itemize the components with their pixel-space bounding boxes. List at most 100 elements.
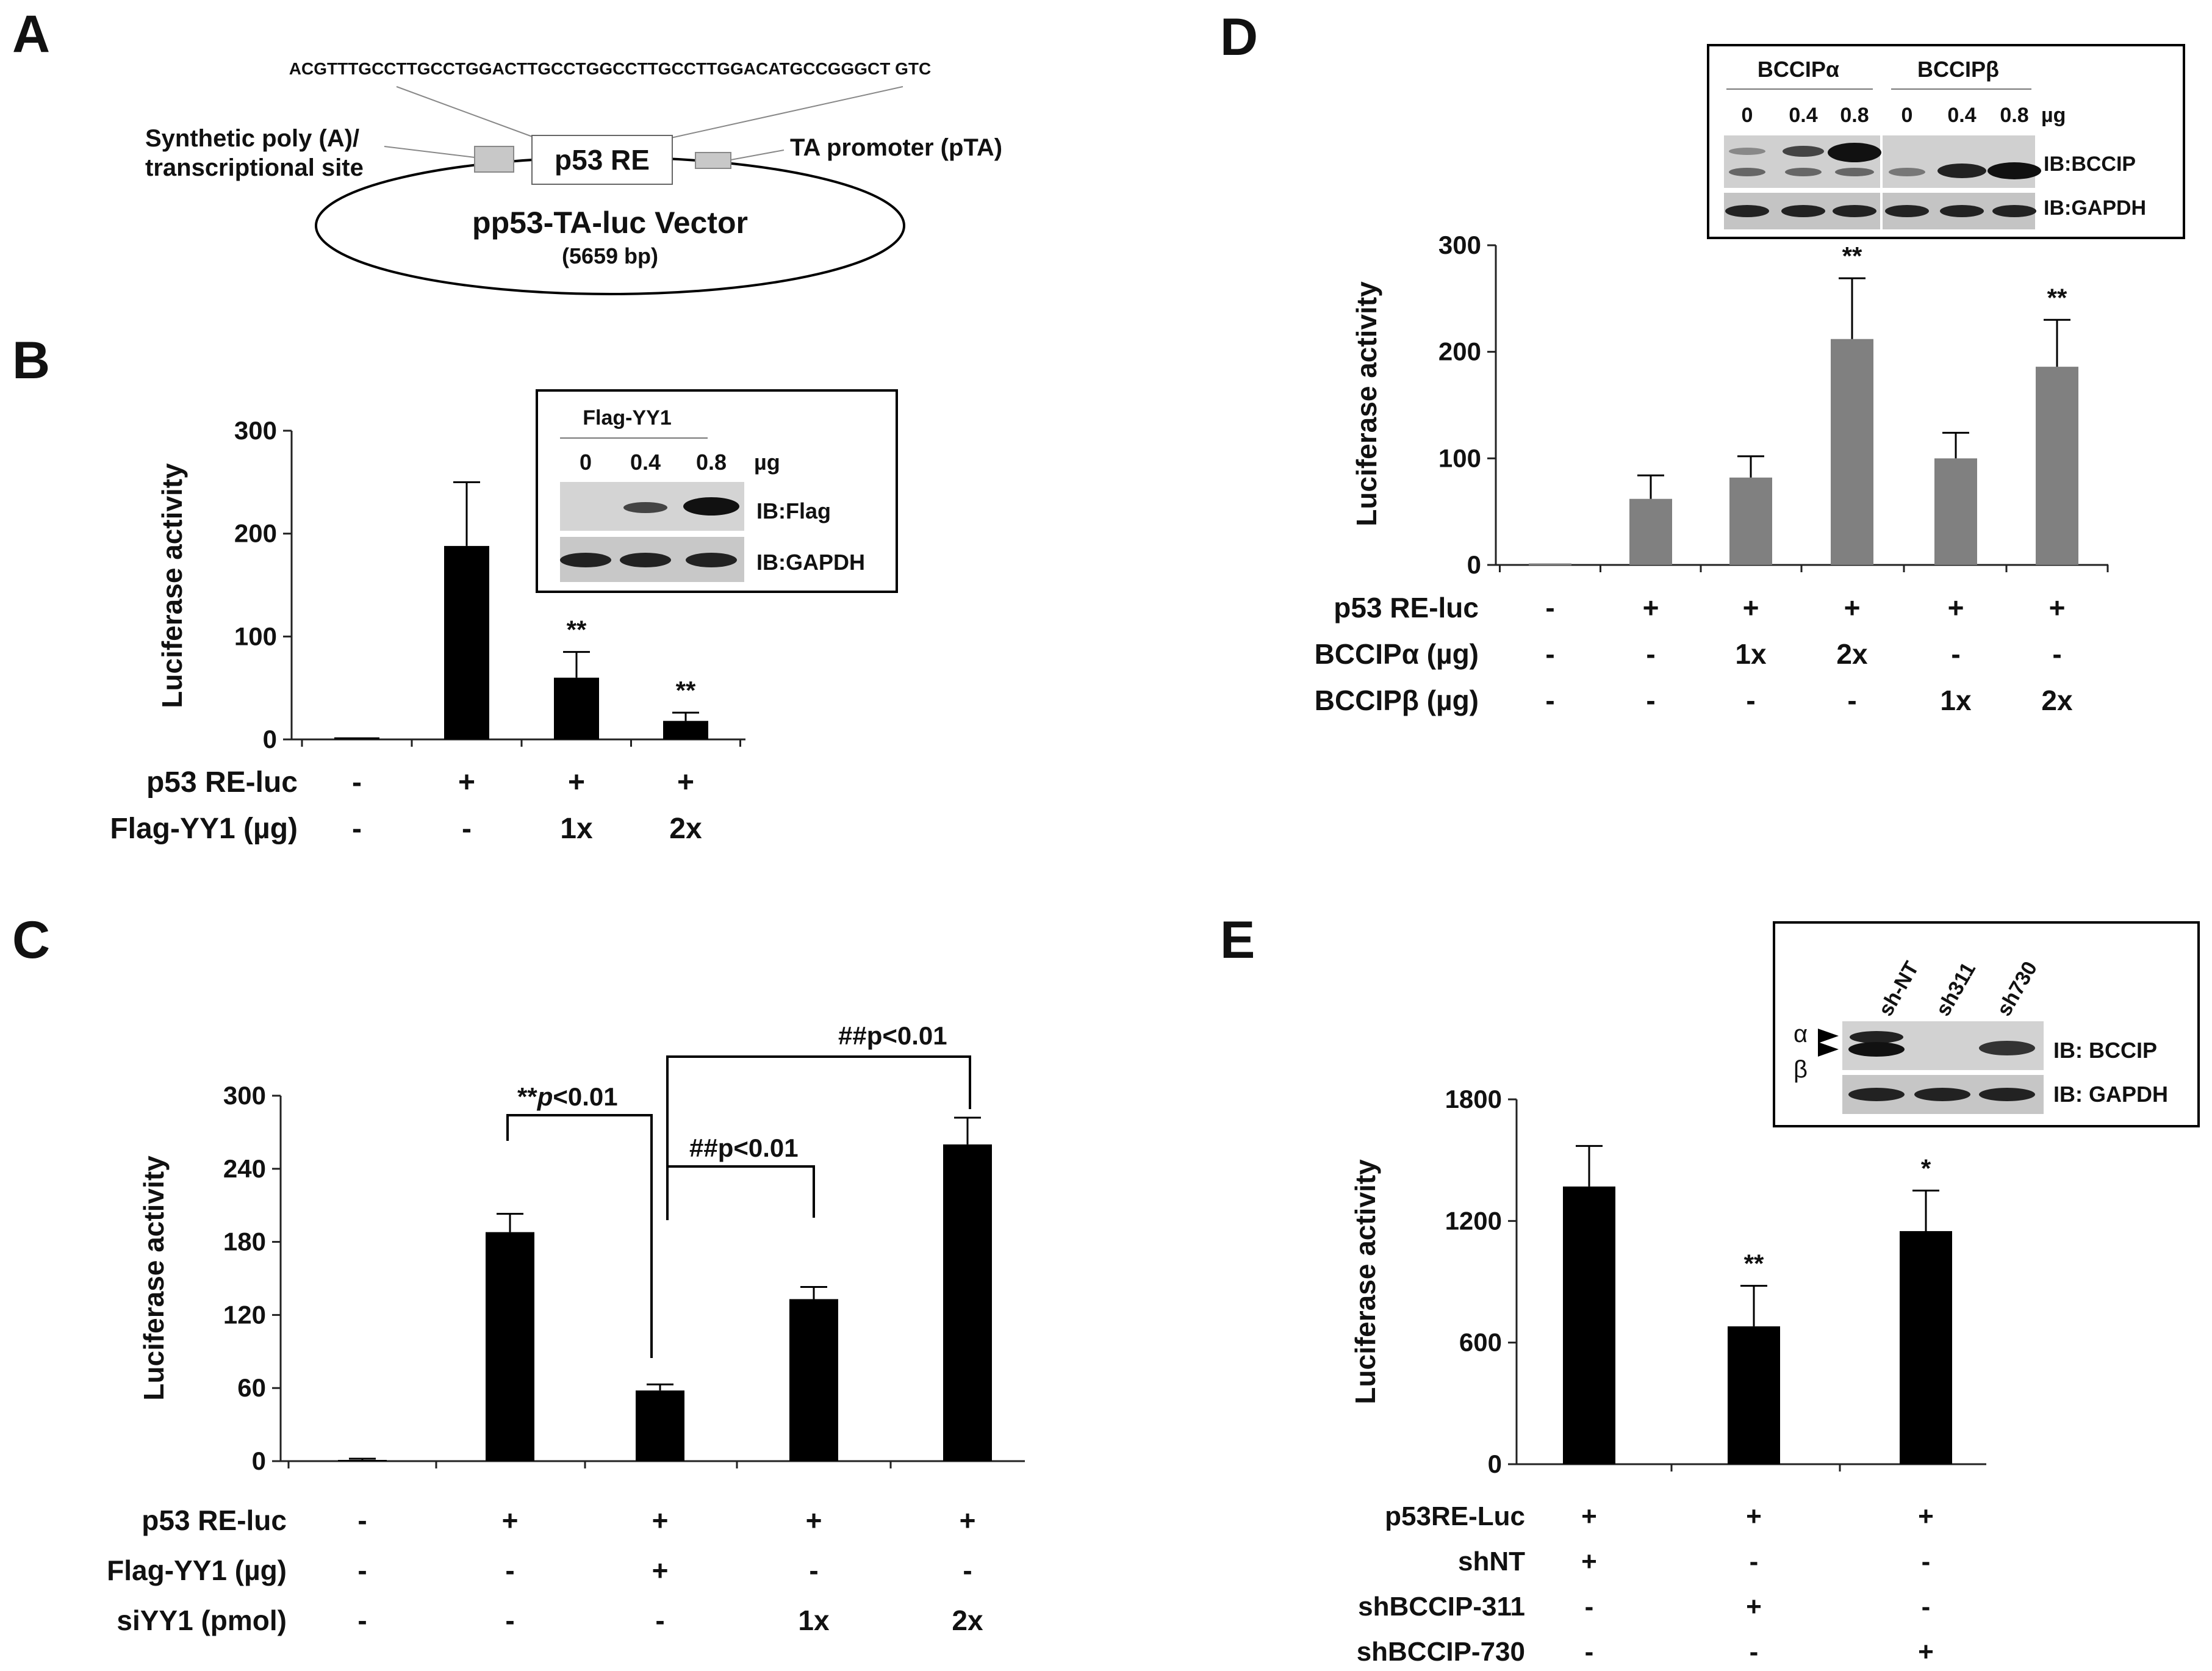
- chart-c-ytick-label-3: 180: [223, 1227, 266, 1256]
- ta-promoter-box: [695, 152, 731, 169]
- panel-b-inset: Flag-YY1 0 0.4 0.8 µg IB:Flag IB:GAPDH: [536, 389, 898, 593]
- bracket-3-prefix: ##: [838, 1021, 867, 1050]
- chart-c-bar-3: [789, 1299, 838, 1461]
- gapdh-e-band-1: [1914, 1088, 1970, 1101]
- condE-cell-2-0: -: [1585, 1592, 1594, 1622]
- chart-c-bar-1: [486, 1232, 534, 1461]
- chart-e-bar-1: [1728, 1326, 1780, 1464]
- inset-b-title: Flag-YY1: [583, 406, 671, 429]
- chart-b-bar-0: [334, 737, 379, 739]
- ta-promoter-leader: [730, 149, 785, 160]
- bccip-band-a-2: [1828, 143, 1881, 162]
- bccip-band-b-1: [1785, 168, 1822, 176]
- chart-b-bar-1: [444, 545, 489, 739]
- condD-row-label-0: p53 RE-luc: [1334, 592, 1479, 623]
- bracket-2: [666, 1165, 815, 1220]
- condC-cell-1-4: -: [963, 1554, 972, 1586]
- condE-cell-3-0: -: [1585, 1637, 1594, 1667]
- blot-gapdh-band-1: [620, 553, 671, 567]
- chart-e-ytick-label-1: 600: [1459, 1328, 1502, 1357]
- bracket-1: [506, 1114, 653, 1358]
- condC-cell-2-4: 2x: [952, 1605, 983, 1636]
- inset-b-blot-1: IB:GAPDH: [756, 550, 865, 575]
- condC-cell-0-0: -: [357, 1504, 367, 1536]
- blot-gapdh-band-2: [686, 553, 737, 567]
- gapdh-d-band-2: [1833, 205, 1876, 217]
- blot-flag-band-1: [623, 502, 667, 513]
- chart-d-bar-1: [1629, 498, 1672, 565]
- condE-cell-1-0: +: [1581, 1547, 1597, 1576]
- panel-letter-c: C: [12, 911, 50, 969]
- ta-promoter-label: TA promoter (pTA): [790, 134, 1002, 161]
- condD-cell-0-5: +: [2049, 592, 2066, 623]
- condE-row-label-1: shNT: [1458, 1547, 1525, 1576]
- condE-cell-0-1: +: [1746, 1501, 1762, 1531]
- bccip-e-band-b-2: [1979, 1041, 2035, 1055]
- poly-a-label-line2: transcriptional site: [145, 154, 364, 181]
- condD-cell-2-4: 1x: [1940, 685, 1972, 716]
- inset-d-dose-5: 0.8: [2000, 104, 2028, 127]
- inset-d-group-0: BCCIPα: [1758, 57, 1839, 82]
- chart-c-ytick-label-5: 300: [223, 1081, 266, 1110]
- inset-b-dose-1: 0.4: [630, 450, 661, 475]
- condE-cell-0-2: +: [1918, 1501, 1934, 1531]
- chart-c-ytick-label-2: 120: [223, 1300, 266, 1329]
- poly-a-site-box: [474, 146, 514, 173]
- chart-c-ytick-label-4: 240: [223, 1154, 266, 1183]
- chart-d-annotation-3: **: [1842, 242, 1862, 270]
- inset-d-dose-0: 0: [1742, 104, 1753, 127]
- condC-cell-0-4: +: [960, 1504, 976, 1536]
- bccip-band-b-5: [1988, 162, 2041, 179]
- condE-cell-0-0: +: [1581, 1501, 1597, 1531]
- condD-cell-2-3: -: [1847, 685, 1856, 716]
- chart-c-ytick-label-1: 60: [237, 1373, 266, 1402]
- bracket-1-prefix: **: [517, 1082, 537, 1111]
- chart-b-bar-2: [554, 677, 599, 739]
- chart-d-ytick-label-3: 300: [1438, 231, 1481, 259]
- chart-c-ytick-label-0: 0: [252, 1446, 266, 1475]
- condC-cell-2-1: -: [505, 1605, 514, 1636]
- poly-a-label-line1: Synthetic poly (A)/: [145, 125, 359, 152]
- panel-c-chart: 0 60 120 180 240 300 Luciferase activity: [138, 1081, 1025, 1475]
- sequence-callout-right: [670, 86, 903, 138]
- chart-c-ylabel: Luciferase activity: [138, 1155, 170, 1401]
- blot-gapdh-d-strip: [1724, 193, 2035, 229]
- sequence-callout-left: [396, 86, 536, 138]
- condE-row-label-0: p53RE-Luc: [1385, 1501, 1525, 1531]
- chart-d-bar-4: [1934, 458, 1977, 565]
- inset-b-dose-2: 0.8: [696, 450, 727, 475]
- condD-cell-2-2: -: [1746, 685, 1755, 716]
- chart-e-ytick-label-3: 1800: [1445, 1085, 1502, 1113]
- chart-d-ytick-label-2: 200: [1438, 337, 1481, 366]
- condB-cell-1-2: 1x: [560, 813, 593, 845]
- condD-cell-0-3: +: [1844, 592, 1861, 623]
- condD-cell-1-0: -: [1545, 638, 1554, 670]
- bracket-1-label: **p<0.01: [517, 1082, 618, 1111]
- condB-cell-1-0: -: [352, 813, 362, 845]
- chart-c-bar-4: [943, 1144, 992, 1461]
- chart-b-annotation-3: **: [676, 676, 696, 705]
- bracket-2-suffix: p<0.01: [718, 1134, 799, 1162]
- chart-c-bar-2: [636, 1390, 684, 1461]
- gapdh-d-band-1: [1781, 205, 1825, 217]
- inset-d-unit: µg: [2041, 104, 2066, 127]
- panel-b-conditions: p53 RE-luc - + + + Flag-YY1 (µg) - - 1x 2x: [110, 766, 702, 845]
- blot-flag-band-2: [683, 497, 739, 516]
- chart-e-annotation-1: **: [1744, 1249, 1764, 1278]
- condC-row-label-1: Flag-YY1 (µg): [107, 1554, 287, 1586]
- bccip-e-band-b-0: [1848, 1042, 1905, 1057]
- condD-cell-0-0: -: [1545, 592, 1554, 623]
- condC-cell-2-0: -: [357, 1605, 367, 1636]
- condD-cell-0-1: +: [1643, 592, 1659, 623]
- gapdh-d-band-4: [1940, 205, 1984, 217]
- inset-b-dose-0: 0: [580, 450, 592, 475]
- gapdh-e-band-2: [1979, 1088, 2035, 1101]
- chart-b-annotation-2: **: [567, 616, 587, 644]
- condC-cell-1-0: -: [357, 1554, 367, 1586]
- panel-letter-e: E: [1220, 911, 1255, 969]
- inset-d-dose-4: 0.4: [1947, 104, 1976, 127]
- condD-row-label-1: BCCIPα (µg): [1315, 638, 1479, 670]
- chart-d-bar-3: [1831, 339, 1873, 565]
- condD-cell-2-1: -: [1646, 685, 1655, 716]
- condB-row-label-1: Flag-YY1 (µg): [110, 813, 298, 845]
